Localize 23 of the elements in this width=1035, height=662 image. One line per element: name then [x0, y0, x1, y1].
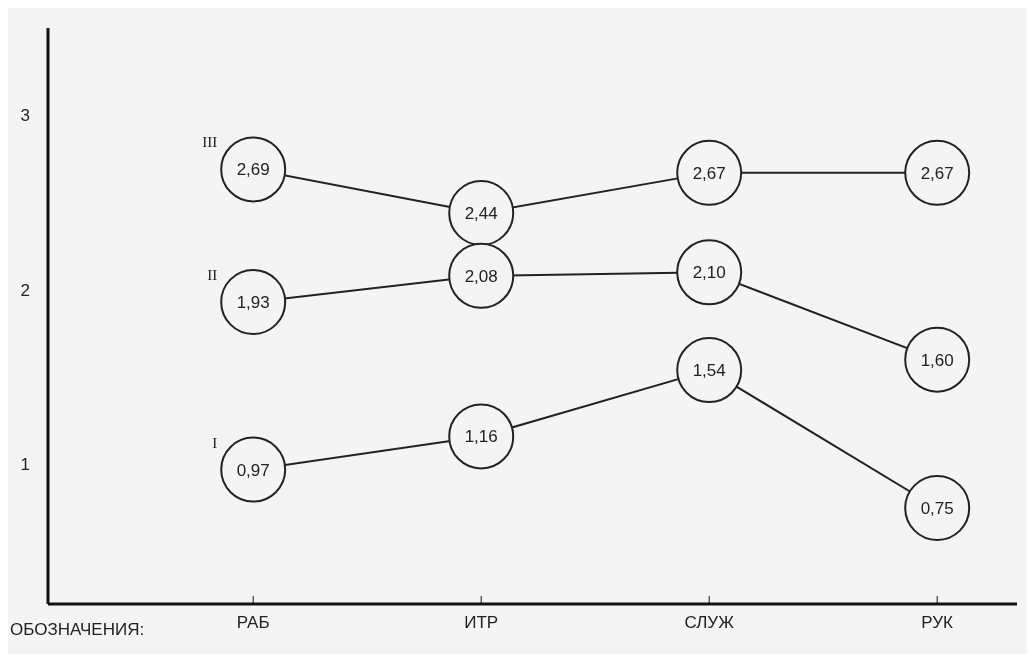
data-label: 1,16 — [464, 427, 498, 447]
y-tick-label: 2 — [20, 280, 30, 300]
data-label: 0,97 — [236, 460, 270, 480]
data-label: 2,44 — [464, 204, 498, 224]
y-tick-label: 1 — [20, 455, 30, 475]
text: ОБОЗНАЧЕНИЯ: — [10, 620, 145, 640]
x-tick-label: СЛУЖ — [684, 613, 735, 633]
data-label: 0,75 — [920, 499, 954, 518]
text: I — [212, 434, 218, 451]
x-tick-label: РУК — [921, 613, 954, 633]
data-label: 2,67 — [920, 163, 954, 183]
y-tick-label: 3 — [20, 106, 30, 126]
data-label: 2,08 — [464, 266, 498, 286]
data-label: 2,10 — [692, 263, 726, 283]
data-label: 1,93 — [236, 293, 270, 313]
data-label: 2,67 — [692, 163, 726, 183]
x-tick-label: ИТР — [464, 613, 499, 633]
data-label: 1,60 — [920, 350, 954, 370]
data-label: 2,69 — [236, 160, 270, 180]
text: III — [202, 134, 218, 151]
text: II — [207, 267, 218, 284]
data-label: 1,54 — [692, 361, 726, 381]
x-tick-label: РАБ — [236, 613, 270, 633]
